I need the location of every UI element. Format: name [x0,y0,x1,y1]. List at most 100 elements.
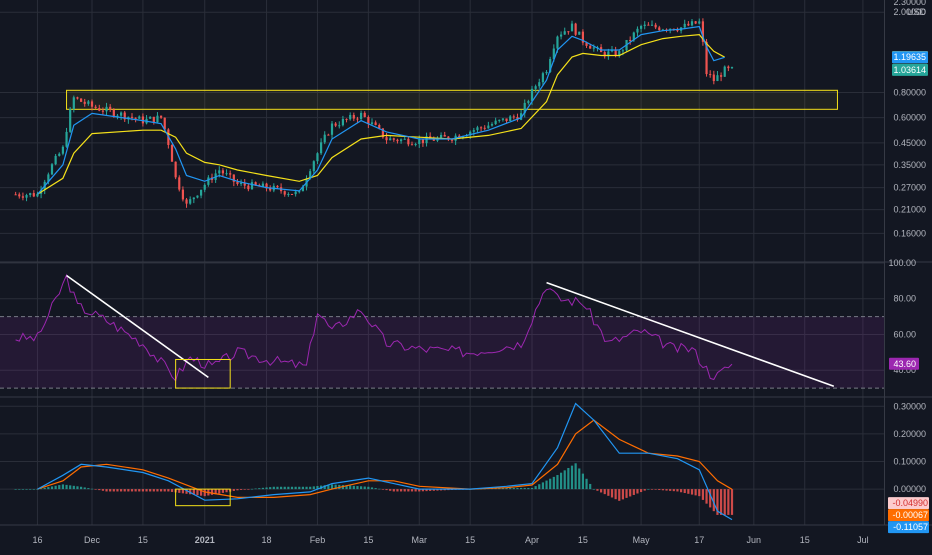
candle-body [421,139,425,144]
macd-histogram-bar [712,489,715,512]
macd-histogram-bar [574,463,577,490]
candle-body [47,174,50,182]
candle-body [349,115,352,120]
time-axis-label: Jul [857,535,869,545]
macd-histogram-bar [509,487,512,490]
candle-body [141,116,145,124]
macd-histogram-bar [552,476,555,490]
macd-histogram-bar [567,467,570,490]
macd-histogram-bar [258,488,261,490]
rsi-tick-label: 60.00 [893,329,916,339]
rsi-tick-label: 100.00 [888,258,916,268]
macd-histogram-bar [159,489,163,492]
macd-histogram-bar [167,489,170,492]
candle-body [327,134,330,136]
time-axis-label: Mar [412,535,428,545]
macd-histogram-bar [290,486,294,490]
macd-histogram-bar [98,489,101,491]
macd-histogram-bar [632,489,635,495]
ema-slow-line [37,33,725,195]
macd-histogram-bar [50,486,54,490]
macd-histogram-bar [643,489,646,491]
candle-body [189,199,192,204]
candle-body [618,51,621,56]
price-tick-label: 0.80000 [893,87,926,97]
macd-histogram-bar [607,489,610,496]
price-tick-label: 0.16000 [893,228,926,238]
macd-histogram-bar [501,488,505,490]
macd-histogram-bar [18,489,21,490]
price-tick-label: 0.21000 [893,205,926,215]
candle-body [319,142,323,154]
macd-histogram-bar [323,485,326,490]
time-axis-label: 18 [262,535,272,545]
candle-body [94,106,97,109]
candle-body [574,23,577,35]
candle-body [367,116,370,124]
candle-body [283,191,286,195]
macd-histogram-bar [276,486,279,490]
rsi-badge-label: 43.60 [893,359,916,369]
candle-body [443,134,446,137]
price-badge-label: 1.19635 [893,52,926,62]
candle-body [181,189,185,200]
candle-body [647,24,650,26]
candle-body [229,173,232,175]
time-axis-label: 2021 [195,535,215,545]
macd-histogram-bar [330,484,334,490]
macd-histogram-bar [72,485,75,490]
candle-body [727,66,730,69]
macd-histogram-bar [352,485,355,490]
macd-histogram-bar [585,478,588,490]
candle-body [381,128,385,138]
macd-histogram-bar [519,487,523,490]
macd-histogram-bar [76,486,79,490]
macd-histogram-bar [83,487,86,490]
macd-histogram-bar [152,489,155,492]
candle-body [516,117,519,120]
candle-body [425,136,428,144]
macd-histogram-bar [418,489,421,492]
macd-histogram-bar [185,489,188,494]
macd-histogram-bar [345,485,348,490]
candle-body [472,130,475,132]
candle-body [207,177,210,185]
macd-histogram-bar [705,489,708,504]
candle-body [203,184,206,190]
candle-body [170,144,174,162]
macd-histogram-bar [523,487,526,490]
candle-body [83,101,86,104]
macd-histogram-bar [283,486,286,490]
candle-body [650,24,654,26]
candle-body [185,199,188,204]
candle-body [98,108,101,111]
candle-body [134,117,137,119]
candle-body [698,21,701,24]
macd-badge [888,509,929,522]
price-tick-label: 0.35000 [893,160,926,170]
macd-histogram-bar [407,489,410,492]
macd-histogram-bar [170,489,174,492]
macd-histogram-bar [109,489,112,492]
candle-body [578,31,581,35]
macd-histogram-bar [654,489,657,490]
candle-body [374,122,377,125]
macd-histogram-bar [138,489,141,492]
candle-body [690,21,694,26]
macd-histogram-bar [178,489,181,493]
time-axis-label: 15 [800,535,810,545]
candle-body [709,74,712,76]
candle-body [592,47,595,49]
macd-histogram-bar [530,487,534,490]
candle-body [559,34,563,37]
macd-histogram-bar [374,488,377,490]
price-badge [892,63,928,76]
macd-histogram-bar [156,489,159,492]
candle-body [407,138,410,145]
candle-body [109,106,112,110]
macd-histogram-bar [538,484,541,490]
candle-body [410,144,414,146]
candle-body [629,39,632,41]
rsi-tick-label: 80.00 [893,294,916,304]
